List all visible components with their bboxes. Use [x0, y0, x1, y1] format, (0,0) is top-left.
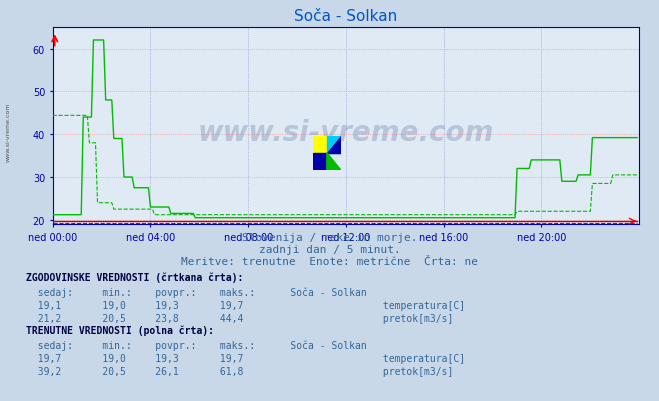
Polygon shape [327, 154, 341, 170]
Text: temperatura[C]: temperatura[C] [377, 300, 465, 310]
Polygon shape [313, 154, 327, 170]
Text: 21,2       20,5     23,8       44,4: 21,2 20,5 23,8 44,4 [26, 313, 244, 323]
Text: www.si-vreme.com: www.si-vreme.com [5, 103, 11, 162]
Text: temperatura[C]: temperatura[C] [377, 353, 465, 363]
Text: zadnji dan / 5 minut.: zadnji dan / 5 minut. [258, 245, 401, 255]
Text: 39,2       20,5     26,1       61,8: 39,2 20,5 26,1 61,8 [26, 366, 244, 376]
Text: sedaj:     min.:    povpr.:    maks.:      Soča - Solkan: sedaj: min.: povpr.: maks.: Soča - Solka… [26, 340, 367, 350]
Text: ZGODOVINSKE VREDNOSTI (črtkana črta):: ZGODOVINSKE VREDNOSTI (črtkana črta): [26, 272, 244, 283]
Bar [313, 136, 327, 154]
Text: pretok[m3/s]: pretok[m3/s] [377, 313, 453, 323]
Text: 19,7       19,0     19,3       19,7: 19,7 19,0 19,3 19,7 [26, 353, 244, 363]
Text: Meritve: trenutne  Enote: metrične  Črta: ne: Meritve: trenutne Enote: metrične Črta: … [181, 257, 478, 267]
Title: Soča - Solkan: Soča - Solkan [295, 9, 397, 24]
Text: TRENUTNE VREDNOSTI (polna črta):: TRENUTNE VREDNOSTI (polna črta): [26, 325, 214, 336]
Text: www.si-vreme.com: www.si-vreme.com [198, 118, 494, 146]
Text: pretok[m3/s]: pretok[m3/s] [377, 366, 453, 376]
Text: 19,1       19,0     19,3       19,7: 19,1 19,0 19,3 19,7 [26, 300, 244, 310]
Text: sedaj:     min.:    povpr.:    maks.:      Soča - Solkan: sedaj: min.: povpr.: maks.: Soča - Solka… [26, 287, 367, 297]
Text: Slovenija / reke in morje.: Slovenija / reke in morje. [242, 233, 417, 243]
Polygon shape [327, 136, 341, 154]
Polygon shape [327, 136, 341, 154]
